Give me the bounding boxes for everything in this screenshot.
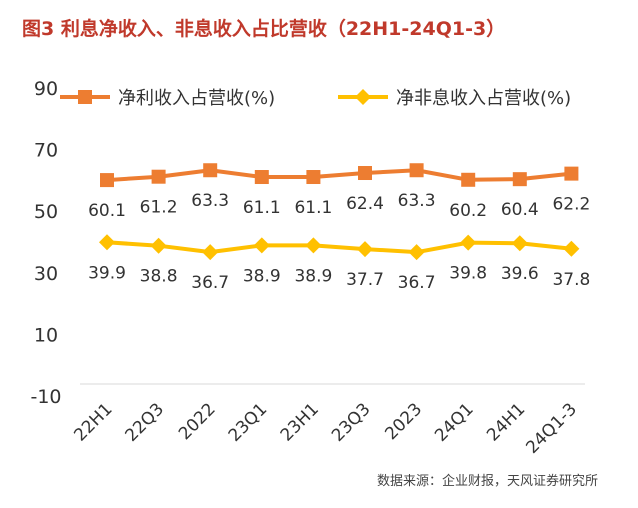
x-tick-label: 23Q3 (328, 399, 375, 446)
y-tick-label: 90 (34, 78, 58, 100)
data-label: 63.3 (191, 191, 229, 211)
data-point-marker (100, 173, 114, 188)
data-point-marker (202, 244, 219, 261)
data-label: 38.9 (243, 266, 281, 286)
data-label: 63.3 (398, 191, 436, 211)
data-point-marker (306, 170, 321, 185)
series-line (106, 168, 572, 183)
y-axis: 90 70 50 30 10 -10 (30, 78, 61, 408)
data-point-marker (151, 169, 166, 184)
legend-label: 净非息收入占营收(%) (396, 88, 571, 109)
x-tick-label: 22H1 (70, 399, 116, 445)
data-label: 37.8 (552, 270, 590, 290)
data-point-marker (99, 234, 115, 251)
data-label: 38.8 (140, 267, 178, 287)
data-label: 60.4 (501, 200, 539, 220)
y-tick-label: 50 (34, 201, 58, 223)
data-label: 61.1 (294, 198, 332, 218)
x-axis: 22H1 22Q3 2022 23Q1 23H1 23Q3 2023 24Q1 24H124Q1… (70, 383, 585, 458)
data-point-marker (511, 235, 528, 252)
chart-title: 图3 利息净收入、非息收入占比营收（22H1-24Q1-3） (22, 18, 506, 40)
data-point-marker (461, 172, 476, 187)
x-tick-label: 2022 (175, 399, 220, 444)
legend-item-2: 净非息收入占营收(%) (338, 88, 571, 109)
data-label: 37.7 (346, 270, 384, 290)
data-label: 62.4 (346, 194, 384, 214)
data-point-marker (203, 163, 218, 178)
data-label: 36.7 (191, 273, 229, 293)
data-label: 39.9 (88, 263, 126, 283)
legend-marker (78, 90, 92, 104)
x-tick-label: 24H1 (483, 399, 529, 445)
data-point-marker (254, 170, 269, 185)
data-point-marker (253, 237, 270, 254)
data-label: 61.1 (243, 198, 281, 218)
data-label: 38.9 (294, 266, 332, 286)
series-line (106, 240, 572, 255)
data-label: 60.2 (449, 201, 487, 221)
data-point-marker (305, 237, 322, 254)
data-point-marker (512, 172, 527, 187)
y-tick-label: 30 (34, 263, 58, 285)
legend-marker (355, 89, 371, 105)
x-tick-label: 2023 (381, 399, 426, 444)
data-label: 60.1 (88, 201, 126, 221)
data-point-marker (563, 240, 580, 257)
data-label: 39.6 (501, 264, 539, 284)
data-point-marker (408, 244, 425, 261)
series-1: 60.1 61.2 63.3 61.1 61.1 62.4 63.3 60.2 60.4 62.2 (88, 163, 590, 221)
series-2: 39.9 38.8 36.7 38.9 38.9 37.7 36.7 39.8 39.6 37.8 (88, 234, 590, 293)
y-tick-label: -10 (30, 386, 61, 408)
y-tick-label: 10 (34, 324, 58, 346)
x-tick-label: 23H1 (277, 399, 323, 445)
data-point-marker (409, 163, 424, 178)
data-point-marker (564, 166, 579, 181)
data-point-marker (460, 234, 477, 251)
source-note: 数据来源：企业财报，天风证券研究所 (376, 474, 598, 489)
data-point-marker (357, 241, 373, 258)
x-tick-label: 22Q3 (122, 399, 169, 446)
x-tick-label: 24Q1-3 (522, 399, 581, 458)
data-label: 36.7 (398, 273, 436, 293)
data-label: 62.2 (552, 195, 590, 215)
data-label: 61.2 (140, 198, 178, 218)
data-point-marker (150, 237, 167, 254)
series-layer: 60.1 61.2 63.3 61.1 61.1 62.4 63.3 60.2 60.4 62.2… (88, 163, 590, 293)
data-point-marker (358, 166, 372, 181)
legend-item-1: 净利收入占营收(%) (60, 88, 275, 109)
x-tick-label: 24Q1 (431, 399, 478, 446)
y-tick-label: 70 (34, 140, 58, 162)
legend-label: 净利收入占营收(%) (118, 88, 275, 109)
data-label: 39.8 (449, 264, 487, 284)
legend: 净利收入占营收(%) 净非息收入占营收(%) (60, 88, 571, 109)
x-tick-label: 23Q1 (225, 399, 272, 446)
